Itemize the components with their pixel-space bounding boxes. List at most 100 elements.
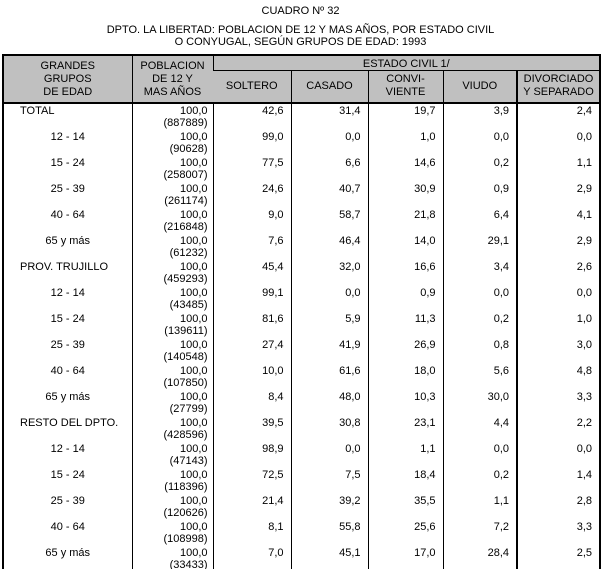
conviviente-cell: 1,1 — [367, 442, 443, 468]
column-header-population: POBLACION DE 12 Y MAS AÑOS — [131, 55, 213, 104]
column-header-age-group: GRANDES GRUPOS DE EDAD — [3, 55, 132, 104]
age-group-cell: PROV. TRUJILLO — [20, 261, 109, 273]
population-absolute: (27799) — [169, 403, 208, 415]
population-absolute: (428596) — [163, 429, 208, 441]
population-percent: 100,0 — [179, 495, 208, 507]
age-group-cell: 12 - 14 — [50, 131, 85, 143]
population-cell: 100,0 (108998) — [131, 520, 213, 546]
viudo-cell: 4,4 — [442, 416, 517, 442]
population-percent: 100,0 — [179, 183, 208, 195]
viudo-cell: 0,2 — [442, 156, 517, 182]
divorciado-cell: 4,8 — [515, 364, 601, 390]
population-cell: 100,0 (90628) — [131, 130, 213, 156]
conviviente-cell: 14,0 — [367, 234, 443, 260]
casado-cell: 55,8 — [290, 520, 368, 546]
viudo-cell: 0,0 — [442, 442, 517, 468]
viudo-cell: 0,0 — [442, 286, 517, 312]
population-percent: 100,0 — [179, 209, 208, 221]
population-absolute: (108998) — [163, 533, 208, 545]
soltero-cell: 9,0 — [212, 208, 291, 234]
conviviente-cell: 25,6 — [367, 520, 443, 546]
age-group-cell: 65 y más — [45, 235, 91, 247]
conviviente-cell: 0,9 — [367, 286, 443, 312]
divorciado-cell: 4,1 — [515, 208, 601, 234]
table-row: 65 y más 100,0 (27799) 8,4 48,0 10,3 30,… — [3, 390, 601, 416]
population-percent: 100,0 — [179, 443, 208, 455]
column-header-casado: CASADO — [290, 70, 368, 104]
soltero-cell: 24,6 — [212, 182, 291, 208]
viudo-cell: 0,2 — [442, 468, 517, 494]
population-cell: 100,0 (258007) — [131, 156, 213, 182]
soltero-cell: 27,4 — [212, 338, 291, 364]
population-cell: 100,0 (43485) — [131, 286, 213, 312]
soltero-cell: 7,0 — [212, 546, 291, 569]
divorciado-cell: 2,9 — [515, 182, 601, 208]
casado-cell: 61,6 — [290, 364, 368, 390]
column-header-viudo: VIUDO — [442, 70, 517, 104]
conviviente-cell: 17,0 — [367, 546, 443, 569]
casado-cell: 39,2 — [290, 494, 368, 520]
casado-cell: 0,0 — [290, 130, 368, 156]
population-absolute: (43485) — [169, 299, 208, 311]
conviviente-cell: 18,0 — [367, 364, 443, 390]
population-percent: 100,0 — [179, 313, 208, 325]
population-percent: 100,0 — [179, 287, 208, 299]
column-header-divorciado: DIVORCIADO Y SEPARADO — [515, 70, 601, 104]
conviviente-cell: 21,8 — [367, 208, 443, 234]
population-absolute: (139611) — [164, 325, 208, 337]
table-row: 15 - 24 100,0 (118396) 72,5 7,5 18,4 0,2… — [3, 468, 601, 494]
divorciado-cell: 1,1 — [515, 156, 601, 182]
conviviente-cell: 14,6 — [367, 156, 443, 182]
viudo-cell: 0,0 — [442, 130, 517, 156]
population-absolute: (120626) — [163, 507, 208, 519]
viudo-cell: 0,9 — [442, 182, 517, 208]
table-row: 15 - 24 100,0 (139611) 81,6 5,9 11,3 0,2… — [3, 312, 601, 338]
table-body: TOTAL 100,0 (887889) 42,6 31,4 19,7 3,9 … — [3, 103, 601, 569]
age-group-cell: 15 - 24 — [50, 313, 85, 325]
population-cell: 100,0 (118396) — [131, 468, 213, 494]
table-row: 65 y más 100,0 (61232) 7,6 46,4 14,0 29,… — [3, 234, 601, 260]
table-row: PROV. TRUJILLO 100,0 (459293) 45,4 32,0 … — [3, 260, 601, 286]
divorciado-cell: 0,0 — [515, 286, 601, 312]
divorciado-cell: 2,9 — [515, 234, 601, 260]
soltero-cell: 8,4 — [212, 390, 291, 416]
population-cell: 100,0 (140548) — [131, 338, 213, 364]
conviviente-cell: 10,3 — [367, 390, 443, 416]
divorciado-cell: 3,3 — [515, 520, 601, 546]
population-absolute: (90628) — [169, 143, 208, 155]
population-cell: 100,0 (27799) — [131, 390, 213, 416]
casado-cell: 41,9 — [290, 338, 368, 364]
population-absolute: (258007) — [163, 169, 208, 181]
divorciado-cell: 3,3 — [515, 390, 601, 416]
table-row: 25 - 39 100,0 (120626) 21,4 39,2 35,5 1,… — [3, 494, 601, 520]
age-group-cell: RESTO DEL DPTO. — [20, 417, 119, 429]
casado-cell: 48,0 — [290, 390, 368, 416]
statistics-table: GRANDES GRUPOS DE EDAD POBLACION DE 12 Y… — [2, 54, 601, 569]
table-row: 12 - 14 100,0 (43485) 99,1 0,0 0,9 0,0 0… — [3, 286, 601, 312]
viudo-cell: 0,2 — [442, 312, 517, 338]
table-row: 12 - 14 100,0 (90628) 99,0 0,0 1,0 0,0 0… — [3, 130, 601, 156]
population-percent: 100,0 — [179, 391, 208, 403]
age-group-cell: 12 - 14 — [50, 443, 85, 455]
casado-cell: 7,5 — [290, 468, 368, 494]
age-group-cell: 65 y más — [45, 547, 91, 559]
viudo-cell: 3,4 — [442, 260, 517, 286]
age-group-cell: 25 - 39 — [50, 339, 85, 351]
population-absolute: (61232) — [169, 247, 208, 259]
population-cell: 100,0 (107850) — [131, 364, 213, 390]
divorciado-cell: 0,0 — [515, 442, 601, 468]
population-percent: 100,0 — [179, 339, 208, 351]
population-percent: 100,0 — [179, 261, 208, 273]
casado-cell: 0,0 — [290, 286, 368, 312]
viudo-cell: 30,0 — [442, 390, 517, 416]
divorciado-cell: 3,0 — [515, 338, 601, 364]
soltero-cell: 81,6 — [212, 312, 291, 338]
population-percent: 100,0 — [179, 521, 208, 533]
table-row: 40 - 64 100,0 (216848) 9,0 58,7 21,8 6,4… — [3, 208, 601, 234]
soltero-cell: 98,9 — [212, 442, 291, 468]
soltero-cell: 72,5 — [212, 468, 291, 494]
population-cell: 100,0 (261174) — [131, 182, 213, 208]
page-subtitle-line2: O CONYUGAL, SEGÚN GRUPOS DE EDAD: 1993 — [174, 36, 427, 48]
table-row: 40 - 64 100,0 (107850) 10,0 61,6 18,0 5,… — [3, 364, 601, 390]
population-cell: 100,0 (33433) — [131, 546, 213, 569]
